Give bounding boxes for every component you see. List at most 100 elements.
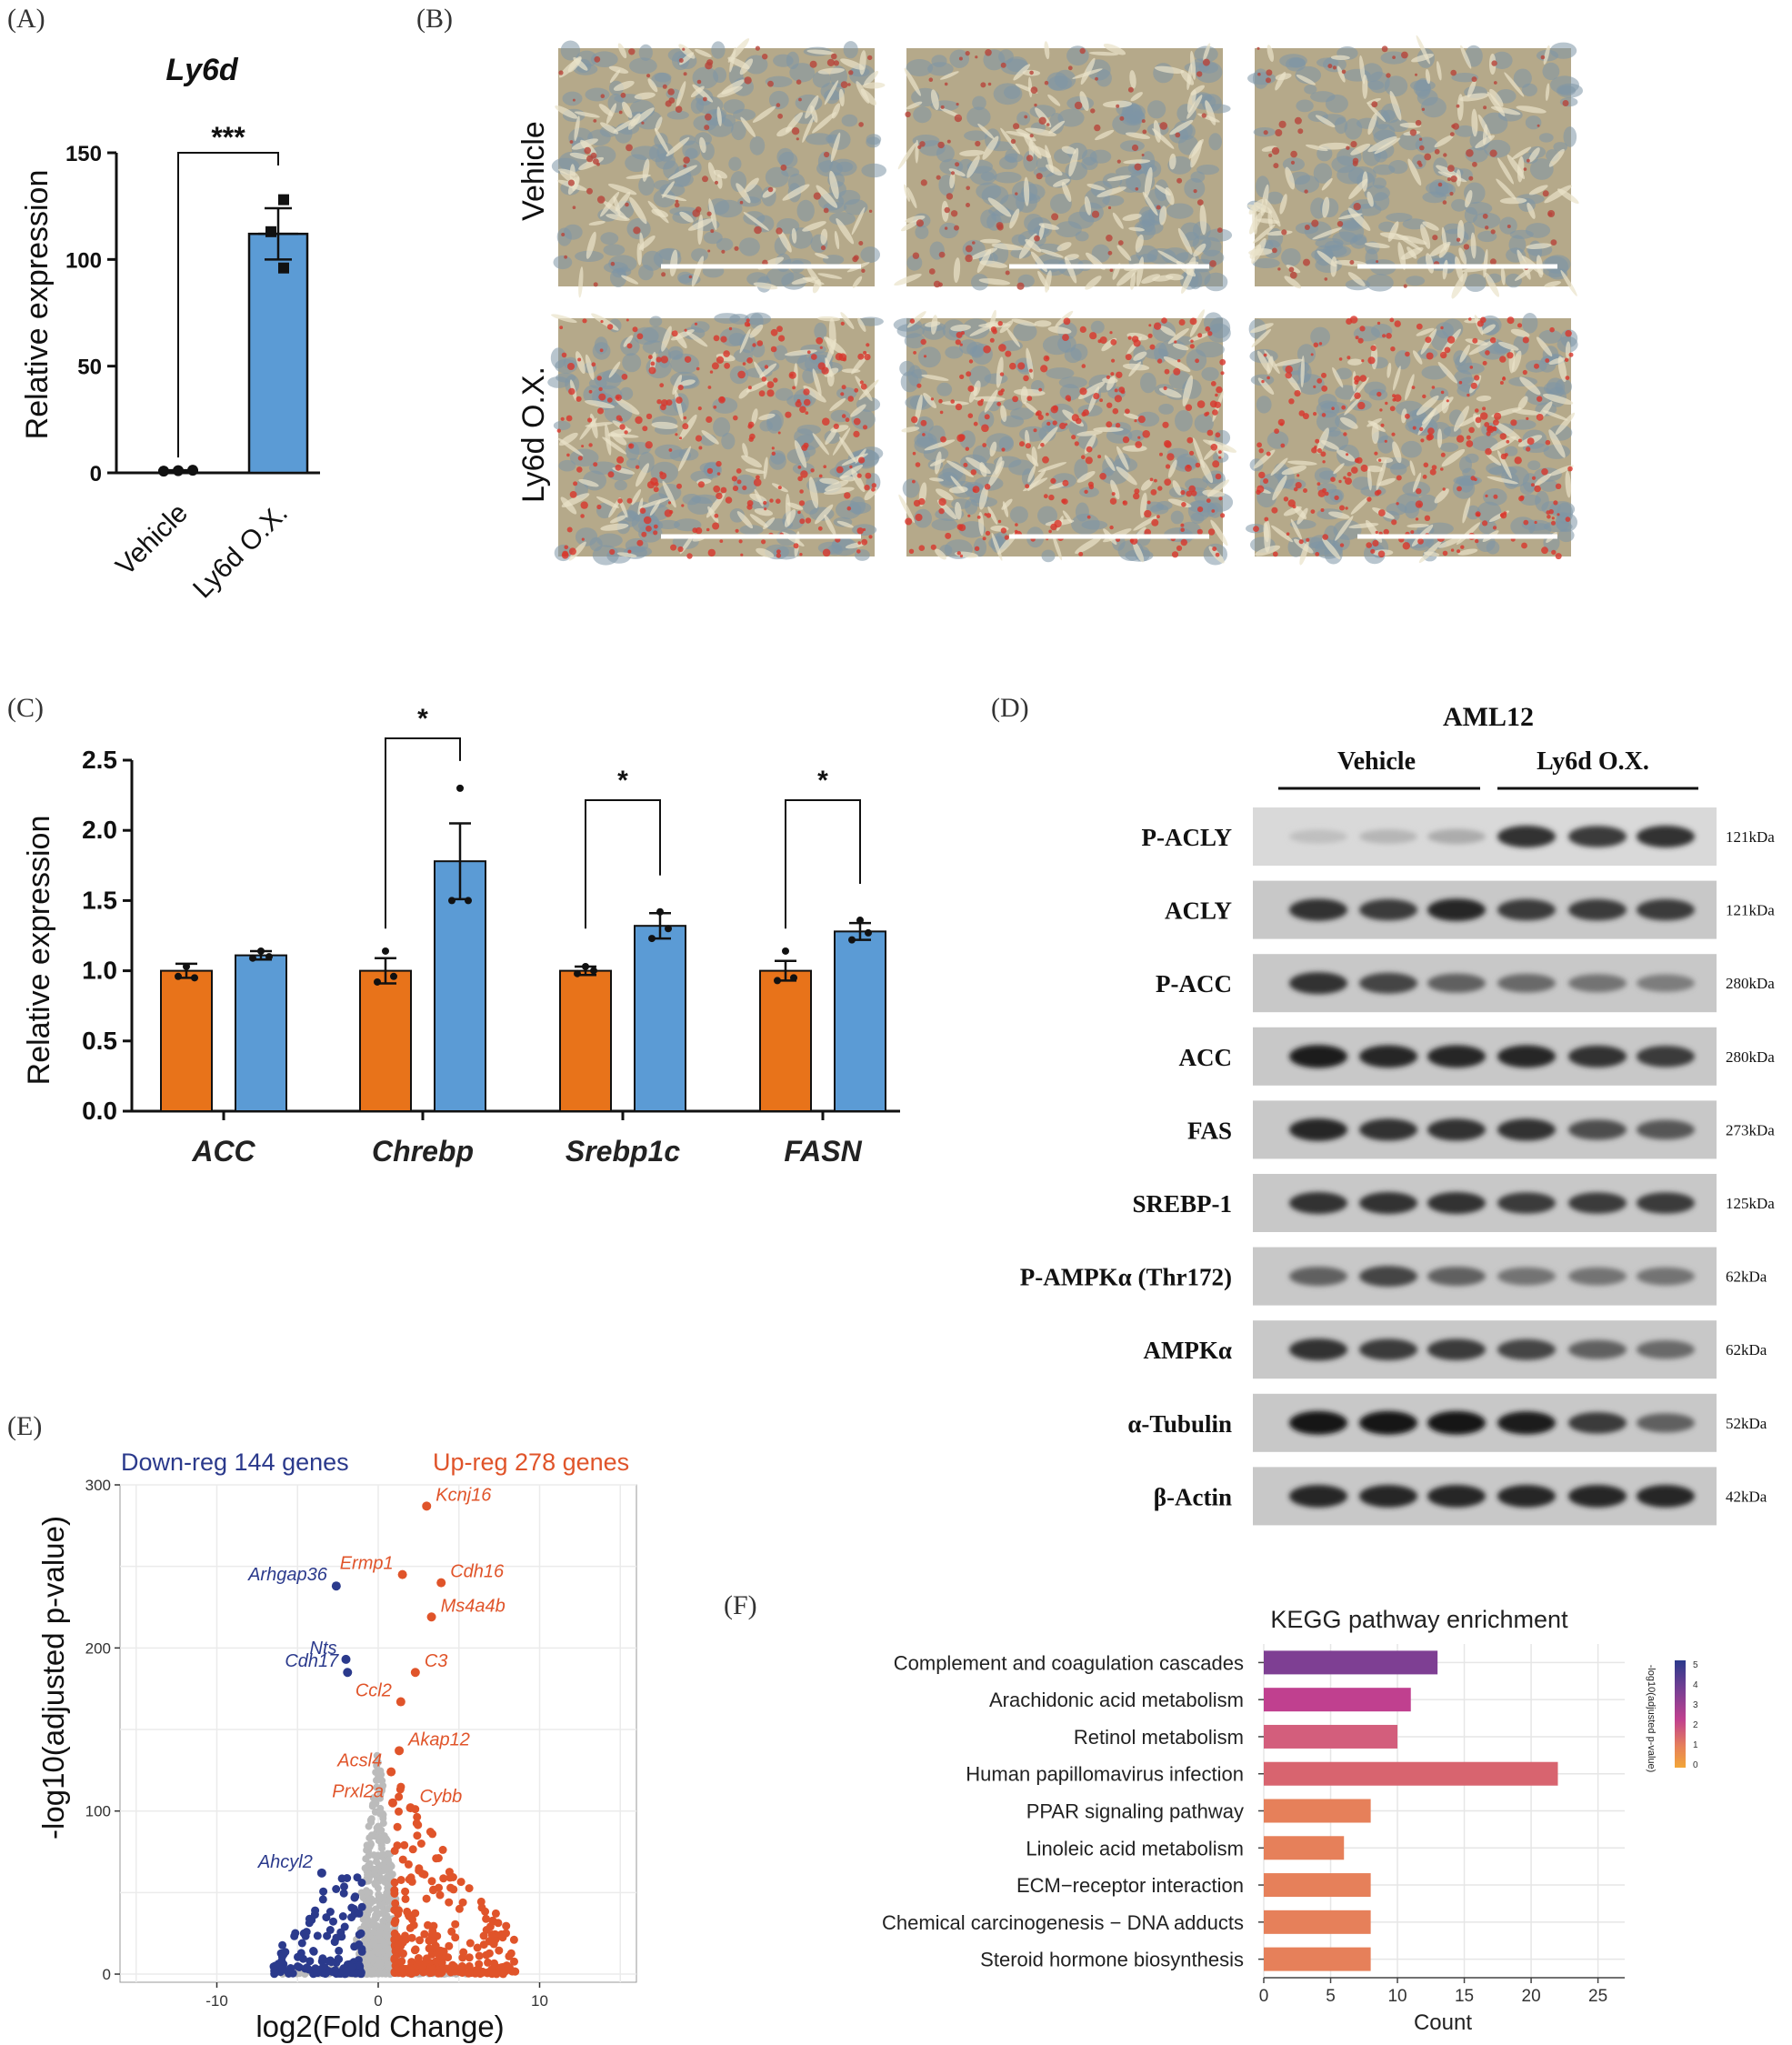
blot-band	[1289, 1267, 1347, 1287]
lipid-droplet	[1074, 101, 1083, 110]
lipid-droplet	[728, 326, 733, 331]
cell-nucleus	[1504, 446, 1518, 456]
cell-membrane	[1249, 244, 1262, 259]
cell-nucleus	[1331, 155, 1357, 174]
cell-nucleus	[826, 545, 843, 556]
cell-membrane	[824, 336, 846, 356]
cell-membrane	[736, 511, 754, 529]
kegg-bar	[1264, 1947, 1371, 1971]
blot-band	[1289, 829, 1347, 844]
lipid-droplet	[668, 448, 673, 452]
lipid-droplet	[675, 199, 679, 204]
volcano-point-up	[413, 1831, 422, 1840]
cell-membrane	[1565, 470, 1572, 498]
cell-nucleus	[602, 368, 628, 383]
volcano-point-up	[475, 1960, 484, 1969]
lipid-droplet	[1518, 496, 1525, 502]
panel-c-point	[574, 969, 581, 977]
lipid-droplet	[692, 527, 698, 534]
lipid-droplet	[1372, 539, 1379, 547]
lipid-droplet	[1391, 432, 1396, 436]
cell-nucleus	[1454, 370, 1473, 386]
cell-membrane	[574, 115, 580, 142]
cell-membrane	[1000, 127, 1021, 155]
cell-nucleus	[1542, 62, 1560, 81]
lipid-droplet	[596, 376, 602, 381]
cell-membrane	[727, 38, 750, 63]
panel-e-ytick-label: 200	[85, 1639, 111, 1657]
volcano-labeled-point	[395, 1746, 405, 1756]
lipid-droplet	[853, 417, 861, 426]
lipid-droplet	[980, 398, 985, 402]
lipid-droplet	[564, 255, 567, 259]
cell-membrane	[616, 552, 637, 558]
lipid-droplet	[857, 353, 865, 360]
lipid-droplet	[1450, 175, 1457, 183]
volcano-gene-label: Kcnj16	[435, 1485, 492, 1505]
lipid-droplet	[771, 446, 775, 450]
cell-membrane	[1275, 358, 1304, 366]
lipid-droplet	[761, 539, 766, 545]
cell-membrane	[915, 394, 923, 426]
volcano-point-ns	[379, 1893, 387, 1901]
kegg-category-label: Steroid hormone biosynthesis	[980, 1949, 1244, 1971]
lipid-droplet	[917, 145, 922, 149]
lipid-droplet	[1107, 250, 1113, 256]
lipid-droplet	[919, 141, 926, 147]
cell-membrane	[1366, 465, 1384, 473]
volcano-point-up	[429, 1937, 437, 1945]
cell-membrane	[1451, 272, 1467, 299]
lipid-droplet	[1468, 426, 1475, 434]
lipid-droplet	[959, 554, 964, 558]
lipid-droplet	[556, 428, 561, 433]
lipid-droplet	[1081, 411, 1086, 417]
lipid-droplet	[719, 396, 726, 402]
panel-c-point	[848, 936, 856, 944]
lipid-droplet	[967, 413, 974, 419]
cell-membrane	[777, 228, 792, 253]
lipid-droplet	[629, 444, 633, 447]
cell-membrane	[1322, 196, 1330, 218]
lipid-droplet	[1517, 323, 1523, 328]
cell-nucleus	[729, 314, 750, 325]
lipid-droplet	[1046, 412, 1049, 416]
cell-nucleus	[964, 130, 988, 141]
blot-band	[1497, 1267, 1556, 1286]
lipid-droplet	[609, 548, 616, 556]
volcano-point-up	[416, 1839, 425, 1848]
cell-membrane	[995, 456, 1003, 475]
blot-row	[1253, 1247, 1717, 1306]
lipid-droplet	[762, 54, 768, 60]
cell-nucleus	[1527, 460, 1541, 470]
lipid-droplet	[719, 539, 724, 543]
lipid-droplet	[659, 383, 665, 388]
cell-membrane	[573, 56, 588, 71]
lipid-droplet	[777, 113, 783, 119]
lipid-droplet	[1026, 155, 1034, 162]
lipid-droplet	[984, 414, 990, 420]
volcano-point-up	[458, 1953, 467, 1962]
kegg-colorbar-tick-label: 4	[1693, 1680, 1698, 1690]
lipid-droplet	[576, 466, 583, 473]
lipid-droplet	[681, 504, 685, 507]
lipid-droplet	[999, 372, 1005, 376]
cell-membrane	[759, 363, 777, 378]
lipid-droplet	[908, 548, 915, 554]
lipid-droplet	[864, 485, 870, 491]
lipid-droplet	[956, 331, 963, 338]
cell-membrane	[1159, 326, 1176, 336]
lipid-droplet	[1346, 453, 1349, 456]
cell-membrane	[1116, 466, 1137, 486]
lipid-droplet	[1427, 427, 1435, 435]
volcano-point-ns	[375, 1969, 384, 1977]
lipid-droplet	[1005, 350, 1012, 357]
lipid-droplet	[1044, 80, 1049, 85]
lipid-droplet	[785, 411, 792, 418]
lipid-droplet	[1196, 528, 1203, 535]
lipid-droplet	[989, 337, 995, 343]
cell-nucleus	[914, 508, 932, 528]
lipid-droplet	[1078, 551, 1084, 556]
lipid-droplet	[987, 82, 992, 86]
lipid-droplet	[1410, 530, 1415, 535]
volcano-point-up	[391, 1916, 400, 1925]
